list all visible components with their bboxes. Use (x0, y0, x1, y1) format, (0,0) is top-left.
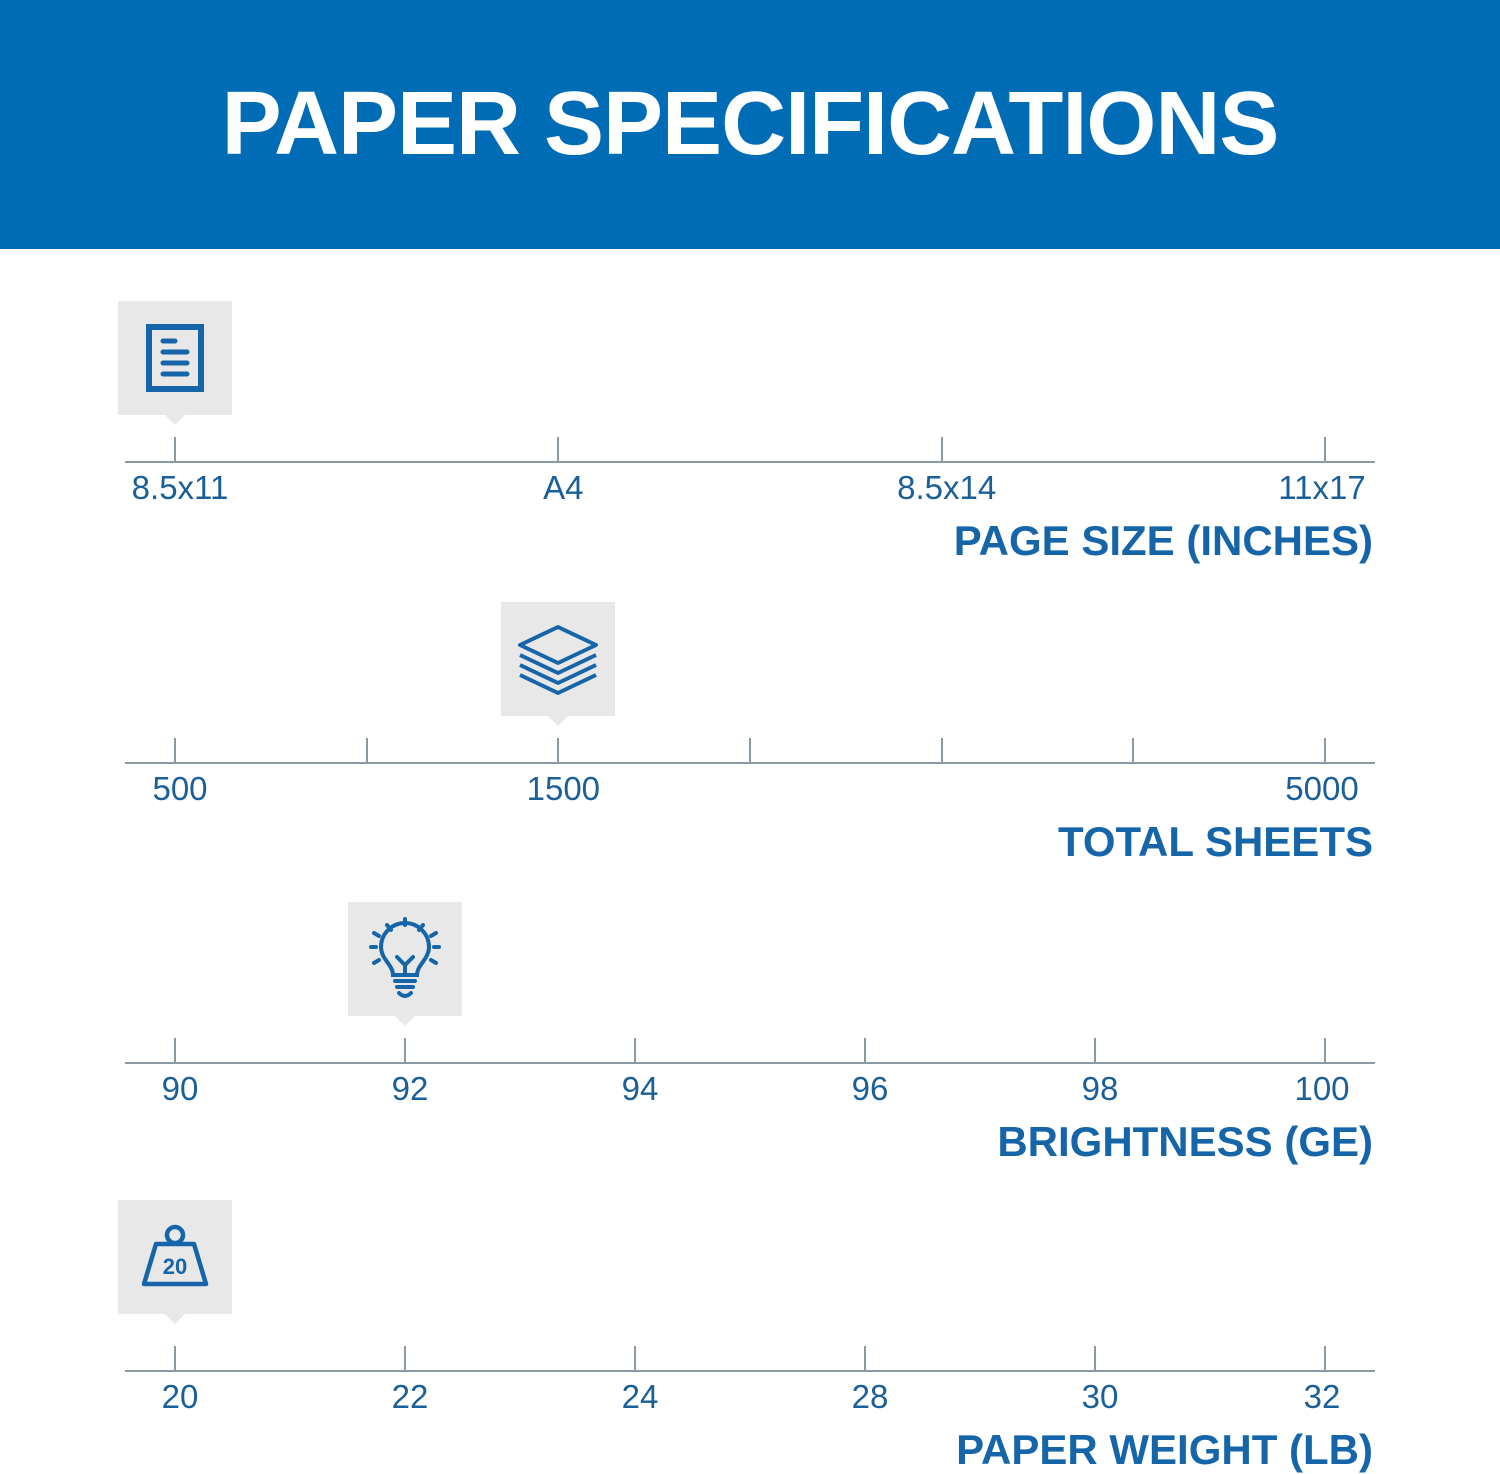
paper-stack-icon (516, 623, 600, 695)
scale-title: PAPER WEIGHT (LB) (956, 1426, 1373, 1473)
scale-axis-line (125, 461, 1375, 463)
scale-tick (1324, 1038, 1326, 1062)
scale-tick (749, 738, 751, 762)
scale-tick (557, 738, 560, 762)
tick-label: 8.5x14 (897, 469, 997, 506)
tick-label: 32 (1303, 1378, 1341, 1415)
scale-tick (1324, 738, 1326, 762)
page-title: PAPER SPECIFICATIONS (221, 74, 1280, 174)
tick-label: 500 (152, 770, 208, 807)
scale-tick (1094, 1038, 1096, 1062)
scale-tick (940, 437, 943, 461)
selected-value-marker (118, 301, 232, 425)
tick-label: 94 (621, 1070, 659, 1107)
tick-label: 24 (621, 1378, 659, 1415)
scale-axis-line (125, 1062, 1375, 1064)
scale-tick (174, 1038, 176, 1062)
scale-tick (1094, 1346, 1096, 1370)
tick-label: 8.5x11 (131, 469, 229, 506)
scale-tick (557, 437, 560, 461)
tick-label: 11x17 (1278, 469, 1366, 506)
scale-tick (864, 1038, 866, 1062)
tick-label: 5000 (1285, 770, 1359, 807)
scale-tick (404, 1346, 406, 1370)
tick-label: 98 (1081, 1070, 1119, 1107)
tick-label: 100 (1294, 1070, 1350, 1107)
scale-tick (634, 1346, 636, 1370)
tick-label: 22 (391, 1378, 429, 1415)
tick-label: 20 (161, 1378, 199, 1415)
scale-tick (365, 738, 368, 762)
scale-tick (1132, 738, 1135, 762)
selected-value-marker (348, 902, 462, 1026)
lightbulb-icon (367, 917, 443, 1001)
scale-tick (864, 1346, 866, 1370)
selected-value-marker: 20 (118, 1200, 232, 1324)
weight-icon-text: 20 (163, 1254, 187, 1279)
weight-icon: 20 (140, 1224, 210, 1290)
tick-label: 1500 (526, 770, 601, 807)
scale-title: PAGE SIZE (INCHES) (953, 517, 1373, 564)
tick-label: A4 (543, 469, 584, 506)
tick-label: 96 (851, 1070, 889, 1107)
tick-label: 92 (391, 1070, 429, 1107)
scale-axis-line (125, 1370, 1375, 1372)
document-icon (145, 323, 205, 393)
scale-tick (174, 1346, 176, 1370)
tick-label: 90 (161, 1070, 199, 1107)
scale-axis-line (125, 762, 1375, 764)
scale-tick (940, 738, 943, 762)
selected-value-marker (501, 602, 616, 726)
scale-tick (174, 738, 176, 762)
scale-title: BRIGHTNESS (GE) (997, 1118, 1373, 1165)
scale-tick (174, 437, 176, 461)
scale-tick (1324, 437, 1326, 461)
scale-tick (1324, 1346, 1326, 1370)
tick-label: 30 (1081, 1378, 1119, 1415)
tick-label: 28 (851, 1378, 889, 1415)
scale-title: TOTAL SHEETS (1057, 818, 1373, 865)
scale-tick (404, 1038, 406, 1062)
header-banner: PAPER SPECIFICATIONS (0, 0, 1500, 249)
scale-tick (634, 1038, 636, 1062)
